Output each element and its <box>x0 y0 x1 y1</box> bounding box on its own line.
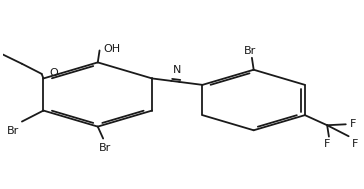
Text: Br: Br <box>99 143 111 153</box>
Text: OH: OH <box>103 44 120 54</box>
Text: Br: Br <box>244 46 256 56</box>
Text: Br: Br <box>7 126 19 136</box>
Text: F: F <box>350 119 356 129</box>
Text: F: F <box>352 139 359 149</box>
Text: N: N <box>173 65 182 75</box>
Text: F: F <box>324 139 330 149</box>
Text: O: O <box>50 68 58 78</box>
